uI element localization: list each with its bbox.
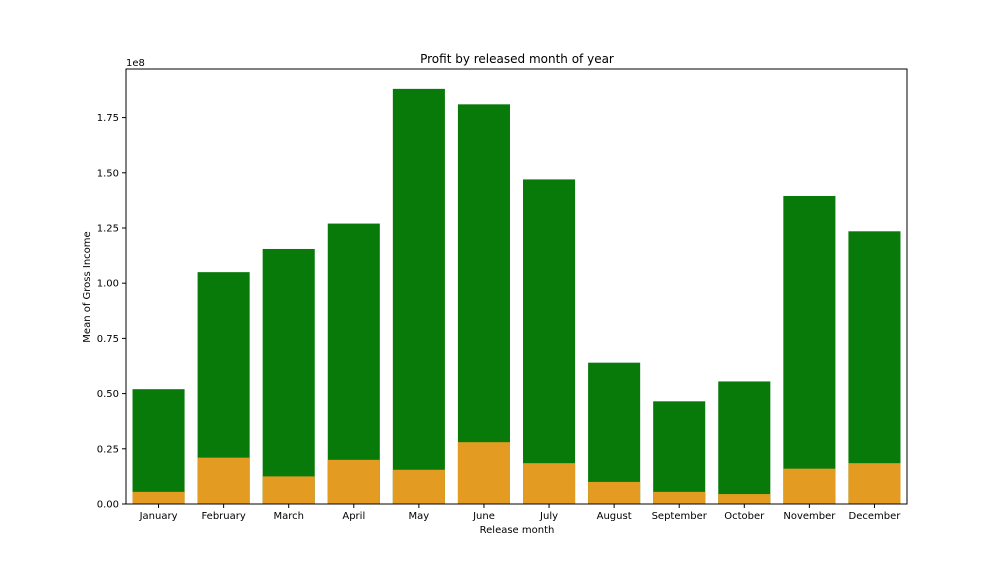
plot-frame — [125, 68, 908, 505]
bar-series1-march — [262, 248, 315, 504]
x-tick-label: November — [783, 511, 836, 522]
bar-series2-january — [132, 491, 185, 504]
bar-series1-july — [523, 179, 576, 504]
bar-series1-may — [392, 88, 445, 505]
x-tick-label: July — [539, 511, 558, 522]
y-axis: 0.00 0.25 0.50 0.75 1.00 1.25 1.50 1.75 — [97, 113, 126, 511]
bar-series1-august — [588, 362, 641, 504]
y-axis-offset-label: 1e8 — [126, 58, 145, 69]
x-tick-label: January — [139, 511, 178, 522]
y-tick-label: 0.50 — [97, 389, 119, 400]
bar-series2-may — [392, 469, 445, 504]
bar-series2-july — [523, 463, 576, 504]
x-axis-label: Release month — [480, 525, 555, 536]
bar-series1-january — [132, 389, 185, 504]
bar-series1-june — [457, 104, 510, 504]
x-tick-label: June — [472, 511, 495, 522]
bar-series2-march — [262, 476, 315, 504]
bars-layer — [132, 88, 901, 505]
bar-series2-june — [457, 442, 510, 504]
bar-series2-september — [653, 491, 706, 504]
x-tick-label: May — [409, 511, 430, 522]
bar-series1-october — [718, 381, 771, 504]
x-tick-label: April — [342, 511, 365, 522]
bar-series2-august — [588, 481, 641, 504]
bar-series2-november — [783, 468, 836, 504]
y-tick-label: 1.50 — [97, 168, 119, 179]
x-tick-label: August — [597, 511, 632, 522]
x-tick-label: October — [724, 511, 765, 522]
bar-series2-april — [327, 459, 380, 504]
y-tick-label: 1.75 — [97, 113, 119, 124]
bar-series1-december — [848, 231, 901, 505]
y-tick-label: 1.00 — [97, 279, 119, 290]
bar-series2-october — [718, 494, 771, 504]
y-tick-label: 0.75 — [97, 334, 119, 345]
y-tick-label: 0.25 — [97, 444, 119, 455]
bar-series2-february — [197, 457, 250, 504]
x-tick-label: December — [849, 511, 902, 522]
x-tick-label: September — [652, 511, 708, 522]
y-axis-label: Mean of Gross Income — [82, 231, 93, 342]
y-tick-label: 1.25 — [97, 223, 119, 234]
bar-series1-april — [327, 223, 380, 504]
bar-series1-september — [653, 401, 706, 504]
bar-series2-december — [848, 463, 901, 504]
chart-title: Profit by released month of year — [420, 52, 614, 66]
x-axis: January February March April May June July Augu… — [139, 504, 902, 522]
x-tick-label: February — [201, 511, 245, 522]
y-tick-label: 0.00 — [97, 500, 119, 511]
bar-series1-november — [783, 195, 836, 504]
x-tick-label: March — [273, 511, 303, 522]
